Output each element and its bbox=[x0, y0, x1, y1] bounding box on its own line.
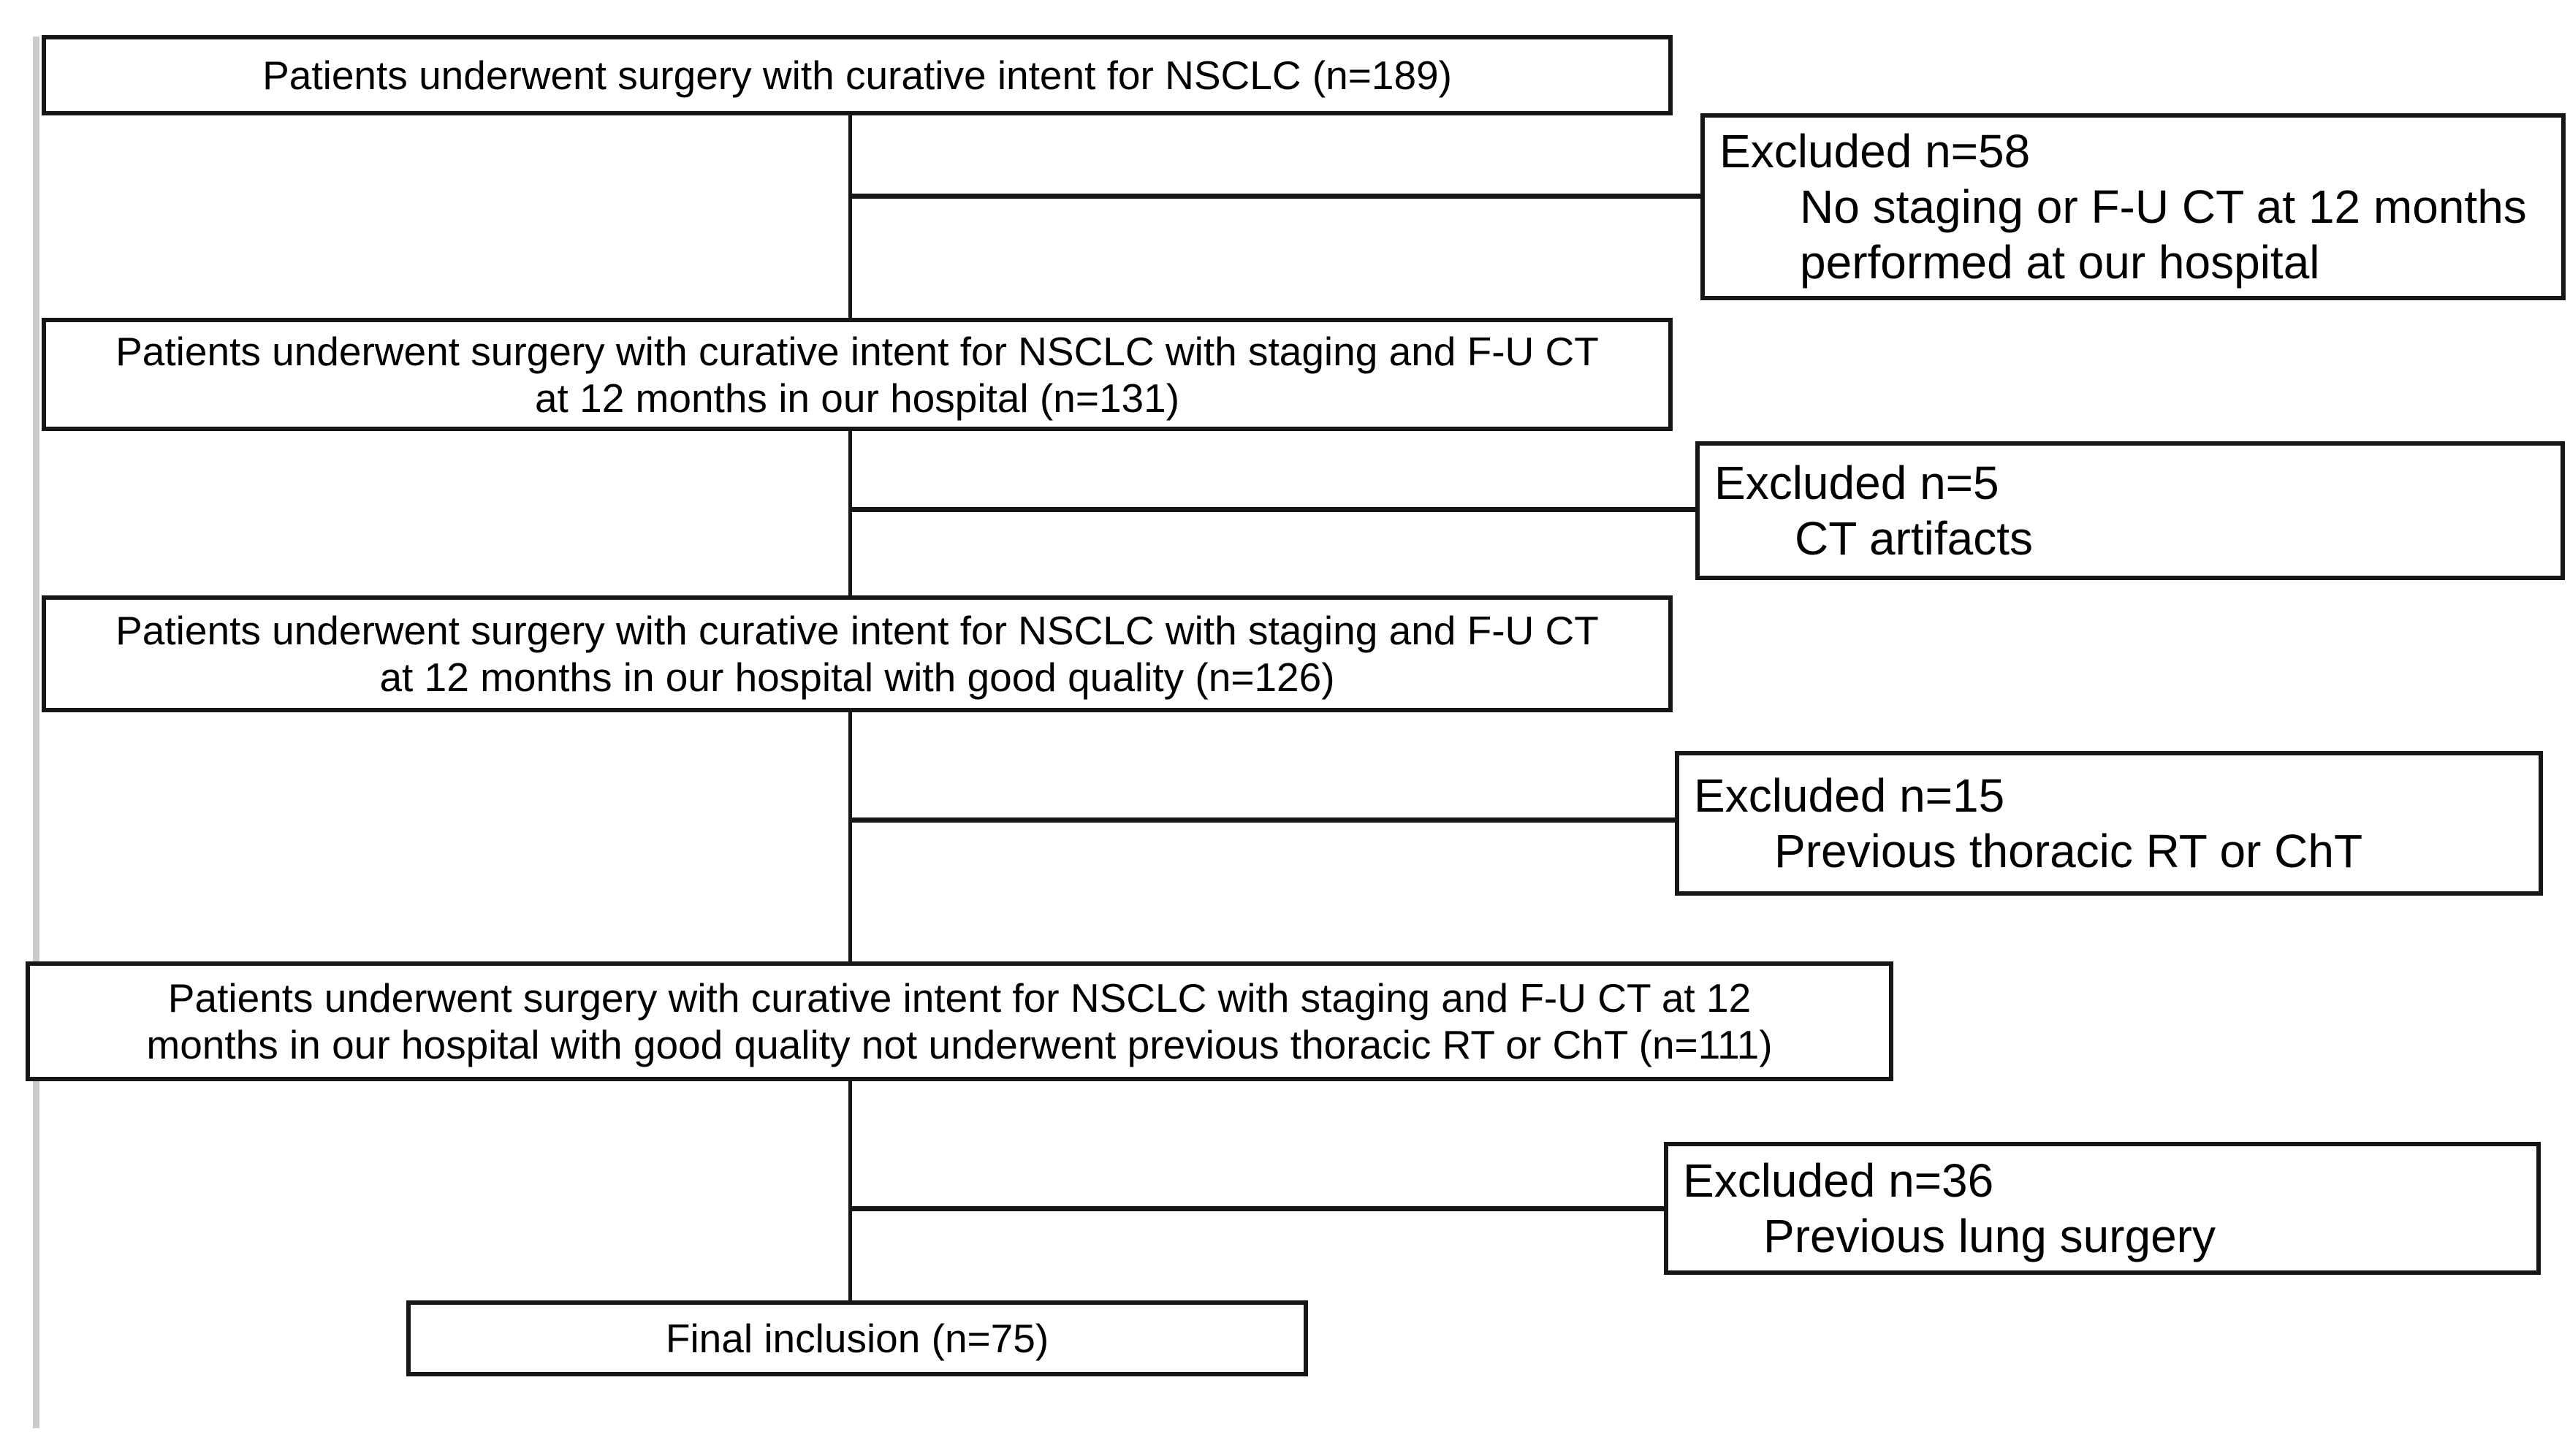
left-margin-rule bbox=[33, 37, 39, 1428]
text-line: Patients underwent surgery with curative… bbox=[115, 608, 1599, 653]
text-line: at 12 months in our hospital with good q… bbox=[379, 655, 1335, 700]
text-line: Previous thoracic RT or ChT bbox=[1774, 825, 2363, 877]
text-line: months in our hospital with good quality… bbox=[146, 1022, 1773, 1067]
exclusion-reason: No staging or F-U CT at 12 months perform… bbox=[1719, 179, 2527, 290]
exclusion-reason: Previous lung surgery bbox=[1683, 1208, 2216, 1264]
branch-line-1 bbox=[848, 194, 1700, 199]
exclusion-label: Excluded n=5 bbox=[1714, 457, 1999, 509]
exclusion-box-1: Excluded n=58 No staging or F-U CT at 12… bbox=[1700, 113, 2566, 300]
text-line: CT artifacts bbox=[1795, 512, 2033, 565]
text-line: Patients underwent surgery with curative… bbox=[167, 975, 1752, 1021]
text-line: at 12 months in our hospital (n=131) bbox=[534, 375, 1180, 421]
branch-line-3 bbox=[848, 817, 1675, 823]
flow-box-final-inclusion: Final inclusion (n=75) bbox=[406, 1300, 1308, 1376]
flow-box-staging-fu-ct: Patients underwent surgery with curative… bbox=[42, 318, 1673, 431]
text-line: Patients underwent surgery with curative… bbox=[262, 53, 1452, 98]
exclusion-box-3: Excluded n=15 Previous thoracic RT or Ch… bbox=[1675, 751, 2543, 896]
exclusion-label: Excluded n=36 bbox=[1683, 1154, 1994, 1207]
exclusion-label: Excluded n=15 bbox=[1694, 769, 2005, 822]
text-line: No staging or F-U CT at 12 months bbox=[1800, 180, 2527, 233]
exclusion-box-2: Excluded n=5 CT artifacts bbox=[1695, 441, 2565, 580]
text-line: performed at our hospital bbox=[1800, 236, 2320, 289]
text-line: Patients underwent surgery with curative… bbox=[115, 328, 1599, 374]
exclusion-reason: Previous thoracic RT or ChT bbox=[1694, 823, 2362, 879]
flow-box-no-prior-rt-cht: Patients underwent surgery with curative… bbox=[26, 961, 1893, 1081]
exclusion-label: Excluded n=58 bbox=[1719, 125, 2031, 178]
flow-box-initial-cohort: Patients underwent surgery with curative… bbox=[42, 35, 1673, 115]
branch-line-4 bbox=[848, 1206, 1664, 1211]
text-line: Previous lung surgery bbox=[1763, 1210, 2216, 1262]
branch-line-2 bbox=[848, 507, 1695, 512]
text-line: Final inclusion (n=75) bbox=[665, 1316, 1049, 1361]
exclusion-box-4: Excluded n=36 Previous lung surgery bbox=[1664, 1142, 2541, 1275]
exclusion-reason: CT artifacts bbox=[1714, 511, 2033, 566]
flow-box-good-quality: Patients underwent surgery with curative… bbox=[42, 595, 1673, 712]
